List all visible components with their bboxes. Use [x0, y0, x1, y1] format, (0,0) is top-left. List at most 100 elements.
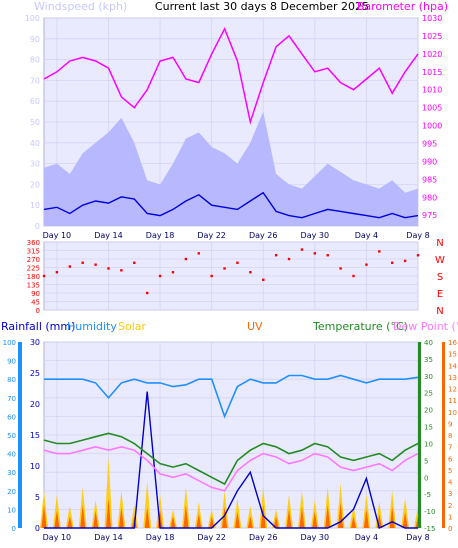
wind-tick-label: 90	[30, 35, 40, 44]
uv-peak	[118, 507, 124, 528]
direction-point	[365, 263, 368, 266]
humidity-tick-label: 60	[7, 413, 16, 421]
direction-point	[416, 254, 420, 257]
day-tick-label: Day 14	[94, 533, 123, 542]
day-tick-label: Day 26	[249, 231, 278, 240]
rain-tick-label: 25	[30, 369, 40, 378]
uv-tick-label: 7	[448, 444, 452, 452]
direction-point	[120, 269, 123, 272]
windspeed-line	[43, 191, 419, 219]
direction-point	[403, 259, 407, 263]
direction-tick-label: 135	[27, 282, 40, 290]
rainfall-line	[44, 391, 418, 529]
direction-point	[171, 271, 175, 274]
barometer-tick-label: 985	[422, 175, 437, 184]
direction-point	[42, 274, 46, 278]
day-tick-label: Day 30	[301, 231, 330, 240]
direction-point	[223, 267, 226, 270]
uv-tick-label: 3	[448, 490, 452, 498]
direction-point	[197, 252, 200, 255]
temperature-tick-label: 40	[424, 339, 433, 347]
direction-point	[184, 257, 188, 261]
direction-point	[158, 274, 162, 278]
barometer-tick-label: 975	[422, 211, 437, 220]
uv-peak	[234, 511, 240, 528]
gust-area	[44, 111, 418, 226]
direction-point	[133, 261, 136, 264]
direction-point	[313, 252, 317, 255]
temperature-tick-label: 35	[424, 356, 433, 364]
uv-peak	[363, 509, 369, 528]
direction-tick-label: 360	[27, 239, 40, 247]
uv-tick-label: 11	[448, 397, 457, 405]
wind-direction-marks	[42, 248, 420, 295]
uv-peak	[338, 502, 344, 528]
compass-label: S	[437, 272, 443, 283]
wind-tick-label: 0	[35, 222, 40, 231]
barometer-tick-label: 990	[422, 157, 437, 166]
direction-point	[107, 267, 110, 270]
uv-peak	[402, 511, 408, 528]
temperature-line	[43, 432, 419, 486]
uv-tick-label: 15	[448, 351, 457, 359]
direction-point	[210, 274, 213, 278]
wind-tick-label: 10	[30, 201, 40, 210]
humidity-tick-label: 50	[7, 432, 16, 440]
temperature-tick-label: 0	[424, 474, 428, 482]
barometer-tick-label: 1010	[422, 86, 442, 95]
humidity-tick-label: 90	[7, 358, 16, 366]
direction-point	[378, 250, 381, 253]
barometer-tick-label: 1005	[422, 104, 442, 113]
direction-point	[249, 271, 252, 274]
uv-tick-label: 6	[448, 455, 453, 463]
day-tick-label: Day 22	[197, 231, 226, 240]
direction-point	[68, 265, 71, 268]
uv-axis-rail	[442, 342, 445, 528]
uv-tick-label: 10	[448, 409, 457, 417]
direction-tick-label: 225	[27, 265, 40, 273]
humidity-axis-rail	[18, 342, 22, 528]
compass-label: W	[435, 255, 445, 266]
direction-point	[274, 254, 278, 257]
direction-point	[94, 263, 97, 266]
legend-dewpoint: Dew Point (°C)	[393, 320, 458, 333]
uv-marks	[41, 498, 421, 528]
uv-peak	[196, 514, 202, 528]
uv-tick-label: 1	[448, 513, 452, 521]
humidity-tick-label: 0	[12, 525, 16, 533]
compass-label: N	[436, 306, 443, 317]
direction-point	[300, 248, 304, 251]
direction-point	[339, 267, 342, 270]
wind-tick-label: 80	[30, 56, 40, 65]
barometer-axis-title: Barometer (hpa)	[357, 0, 448, 13]
uv-tick-label: 9	[448, 420, 452, 428]
uv-peak	[325, 504, 331, 528]
day-tick-label: Day 22	[197, 533, 226, 542]
wind-tick-label: 60	[30, 97, 40, 106]
uv-peak	[312, 511, 318, 528]
humidity-tick-label: 20	[7, 488, 16, 496]
barometer-line	[43, 26, 419, 125]
legend-temperature: Temperature (°C)	[312, 320, 408, 333]
wind-tick-label: 100	[25, 14, 40, 23]
day-tick-label: Day 14	[94, 231, 123, 240]
uv-tick-label: 4	[448, 479, 453, 487]
day-tick-label: Day 30	[301, 533, 330, 542]
temperature-axis-rail	[418, 342, 421, 528]
direction-tick-label: 45	[31, 299, 40, 307]
direction-panel-grid	[44, 241, 419, 311]
direction-point	[326, 254, 329, 257]
direction-point	[287, 257, 291, 261]
humidity-tick-label: 100	[3, 339, 16, 347]
uv-tick-label: 16	[448, 339, 457, 347]
uv-peak	[183, 504, 189, 528]
rain-temp-panel-axes: 0102030405060708090100051015202530-15-10…	[3, 338, 458, 542]
humidity-tick-label: 40	[7, 451, 16, 459]
rain-tick-label: 10	[30, 462, 40, 471]
temperature-tick-label: 25	[424, 390, 433, 398]
uv-peak	[247, 516, 253, 528]
wind-tick-label: 70	[30, 76, 40, 85]
direction-point	[145, 291, 149, 295]
humidity-tick-label: 70	[7, 395, 16, 403]
day-tick-label: Day 26	[249, 533, 278, 542]
